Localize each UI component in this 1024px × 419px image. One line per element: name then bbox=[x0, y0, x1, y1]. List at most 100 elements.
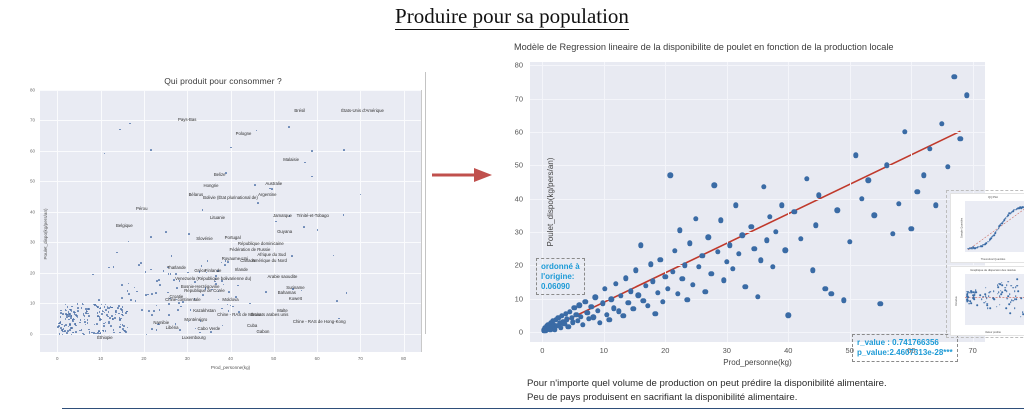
scatter-point bbox=[660, 299, 666, 305]
scatter-point bbox=[628, 288, 634, 295]
scatter-point bbox=[193, 298, 196, 300]
scatter-point bbox=[221, 280, 224, 282]
country-label: Luxembourg bbox=[181, 335, 206, 341]
scatter-point bbox=[202, 294, 205, 296]
left-chart-gridline bbox=[360, 90, 362, 352]
residual-point bbox=[999, 289, 1002, 292]
left-chart-plot-area: Brésil États-Unis d'Amérique Pays-Bas Polog… bbox=[40, 90, 421, 352]
scatter-point bbox=[81, 303, 84, 306]
qq-point bbox=[1017, 207, 1020, 209]
qq-point bbox=[968, 247, 970, 250]
scatter-point bbox=[687, 240, 693, 247]
scatter-point bbox=[779, 202, 785, 209]
scatter-point bbox=[733, 202, 739, 209]
scatter-point bbox=[908, 225, 914, 232]
residual-point bbox=[1001, 291, 1004, 293]
right-chart-ytick: 40 bbox=[514, 194, 523, 204]
scatter-point bbox=[71, 318, 74, 321]
residual-point bbox=[1014, 286, 1017, 289]
residual-point bbox=[998, 291, 1000, 293]
left-chart-axes: Brésil États-Unis d'Amérique Pays-Bas Polog… bbox=[30, 88, 422, 378]
residual-point bbox=[1008, 293, 1011, 295]
scatter-point bbox=[711, 182, 718, 189]
scatter-point bbox=[667, 172, 673, 179]
qq-point bbox=[986, 240, 989, 243]
right-chart-xtick: 0 bbox=[540, 346, 545, 355]
scatter-point bbox=[127, 240, 130, 243]
scatter-point bbox=[83, 315, 86, 317]
scatter-point bbox=[359, 193, 362, 196]
scatter-point bbox=[121, 324, 124, 326]
scatter-point bbox=[153, 310, 155, 312]
scatter-point bbox=[106, 307, 109, 309]
residual-point bbox=[986, 307, 989, 309]
stats-annotation: r_value : 0.741766356 p_value:2.4607313e… bbox=[852, 334, 958, 362]
scatter-point bbox=[85, 310, 88, 313]
scatter-point bbox=[150, 149, 152, 151]
country-label: Afrique du Sud bbox=[257, 251, 286, 257]
scatter-point bbox=[157, 322, 160, 325]
scatter-point bbox=[63, 330, 66, 333]
right-chart-ytick: 30 bbox=[514, 227, 523, 237]
residual-point bbox=[1022, 313, 1024, 315]
qq-point bbox=[1014, 208, 1017, 211]
right-chart-xtick: 50 bbox=[845, 346, 854, 355]
residual-point bbox=[973, 298, 976, 301]
scatter-point bbox=[95, 332, 98, 335]
qq-point bbox=[998, 225, 1001, 228]
scatter-point bbox=[111, 315, 113, 317]
left-chart-gridline bbox=[40, 272, 421, 274]
country-label: Malaisie bbox=[283, 156, 299, 162]
scatter-point bbox=[640, 297, 646, 304]
scatter-point bbox=[57, 322, 60, 325]
scatter-point bbox=[205, 271, 208, 274]
residual-point bbox=[1001, 284, 1004, 287]
qq-point bbox=[977, 246, 979, 249]
qq-point bbox=[1019, 206, 1021, 209]
residual-point bbox=[968, 291, 971, 294]
right-chart-ytick: 0 bbox=[518, 327, 523, 337]
scatter-point bbox=[86, 319, 89, 322]
scatter-point bbox=[134, 300, 137, 302]
scatter-point bbox=[684, 297, 691, 303]
scatter-point bbox=[123, 329, 125, 332]
scatter-point bbox=[199, 320, 202, 322]
right-chart-ytick: 20 bbox=[514, 260, 523, 270]
right-chart-gridline bbox=[788, 62, 790, 342]
scatter-point bbox=[95, 323, 98, 325]
qq-point bbox=[971, 247, 974, 250]
qq-point bbox=[1013, 209, 1015, 211]
right-chart-gridline bbox=[911, 62, 913, 342]
scatter-point bbox=[214, 280, 216, 283]
scatter-point bbox=[217, 298, 220, 301]
scatter-point bbox=[114, 313, 117, 316]
scatter-point bbox=[754, 294, 761, 300]
scatter-point bbox=[147, 293, 149, 296]
scatter-point bbox=[67, 330, 69, 333]
scatter-point bbox=[110, 325, 112, 327]
scatter-point bbox=[138, 264, 140, 267]
country-label: Émirats arabes unis bbox=[250, 312, 289, 318]
scatter-point bbox=[204, 287, 207, 290]
residual-point bbox=[1013, 298, 1016, 301]
qq-point bbox=[988, 239, 991, 241]
scatter-point bbox=[222, 283, 225, 286]
right-chart-ytick: 10 bbox=[514, 294, 523, 304]
qq-point bbox=[1021, 206, 1023, 208]
scatter-point bbox=[797, 235, 804, 242]
scatter-point bbox=[97, 315, 99, 317]
country-label: Suriname bbox=[286, 284, 305, 290]
scatter-point bbox=[194, 327, 197, 330]
scatter-point bbox=[767, 214, 773, 220]
right-chart-axes: 0 10 20 30 40 50 60 70 0 10 20 30 40 50 60 70 80 Prod_pe… bbox=[515, 61, 1024, 367]
scatter-point bbox=[100, 303, 103, 306]
left-chart-ytick: 70 bbox=[30, 117, 36, 123]
country-label: Australie bbox=[265, 181, 283, 187]
scatter-point bbox=[103, 306, 106, 309]
scatter-point bbox=[155, 292, 157, 295]
residual-point bbox=[974, 289, 977, 291]
scatter-point bbox=[115, 309, 117, 312]
residual-point bbox=[972, 294, 975, 297]
left-chart-ytick: 60 bbox=[30, 148, 36, 154]
scatter-point bbox=[62, 313, 64, 315]
